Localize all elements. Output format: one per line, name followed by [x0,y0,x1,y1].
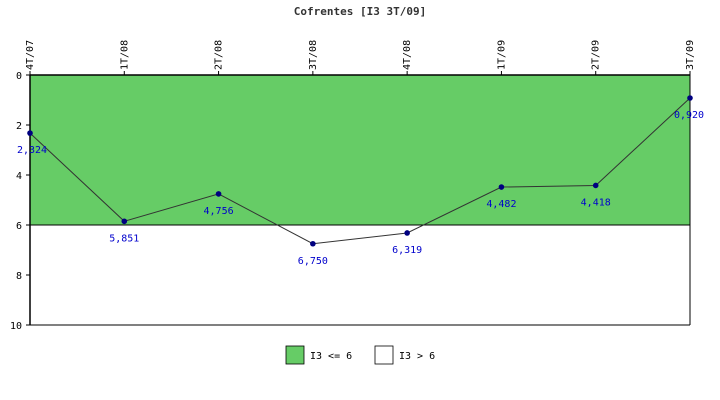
data-point-0 [27,130,33,136]
x-tick-label-6: 2T/09 [591,40,602,70]
data-point-2 [215,191,222,197]
data-label-1: 5,851 [109,233,139,244]
data-label-0: 2,324 [17,145,47,156]
legend-swatch-band-0 [285,345,305,365]
x-tick-label-5: 1T/09 [496,40,507,70]
data-label-5: 4,482 [486,199,516,210]
band-0 [30,75,690,225]
data-point-7 [687,95,693,101]
data-label-7: 0,920 [674,110,704,121]
data-point-3 [310,240,316,247]
x-tick-label-1: 1T/08 [119,40,130,70]
data-label-6: 4,418 [581,197,611,208]
y-tick-label-2: 4 [16,171,22,182]
data-label-4: 6,319 [392,245,422,256]
y-tick-label-4: 8 [16,271,22,282]
series-line [29,97,691,245]
data-point-1 [121,218,128,225]
axes-layer [26,71,691,326]
bands-layer [30,75,690,325]
y-tick-label-3: 6 [16,221,22,232]
legend-label-band-0: I3 <= 6 [310,351,352,362]
y-tick-label-5: 10 [10,321,22,332]
x-tick-label-4: 4T/08 [402,40,413,70]
data-label-3: 6,750 [298,256,328,267]
x-tick-label-7: 3T/09 [685,40,696,70]
data-point-6 [592,182,599,189]
x-tick-labels: 4T/07 1T/08 2T/08 3T/08 4T/08 1T/09 2T/09 3T/09 [25,40,696,70]
x-tick-label-3: 3T/08 [308,40,319,70]
y-tick-labels: 0 2 4 6 8 10 [10,71,22,332]
legend: I3 <= 6 I3 > 6 [285,345,435,365]
legend-swatch-band-1 [374,345,394,365]
x-tick-label-0: 4T/07 [25,40,36,70]
band-1 [30,225,690,325]
legend-label-band-1: I3 > 6 [399,351,435,362]
data-point-5 [498,184,505,190]
data-label-2: 4,756 [204,206,234,217]
x-tick-label-2: 2T/08 [214,40,225,70]
data-point-4 [404,230,410,236]
y-tick-label-0: 0 [16,71,22,82]
series-layer: 2,324 5,851 4,756 6,750 6,319 4,482 4,418 0,920 [17,95,704,267]
chart-title: Cofrentes [I3 3T/09] [294,5,426,18]
y-tick-label-1: 2 [16,121,22,132]
